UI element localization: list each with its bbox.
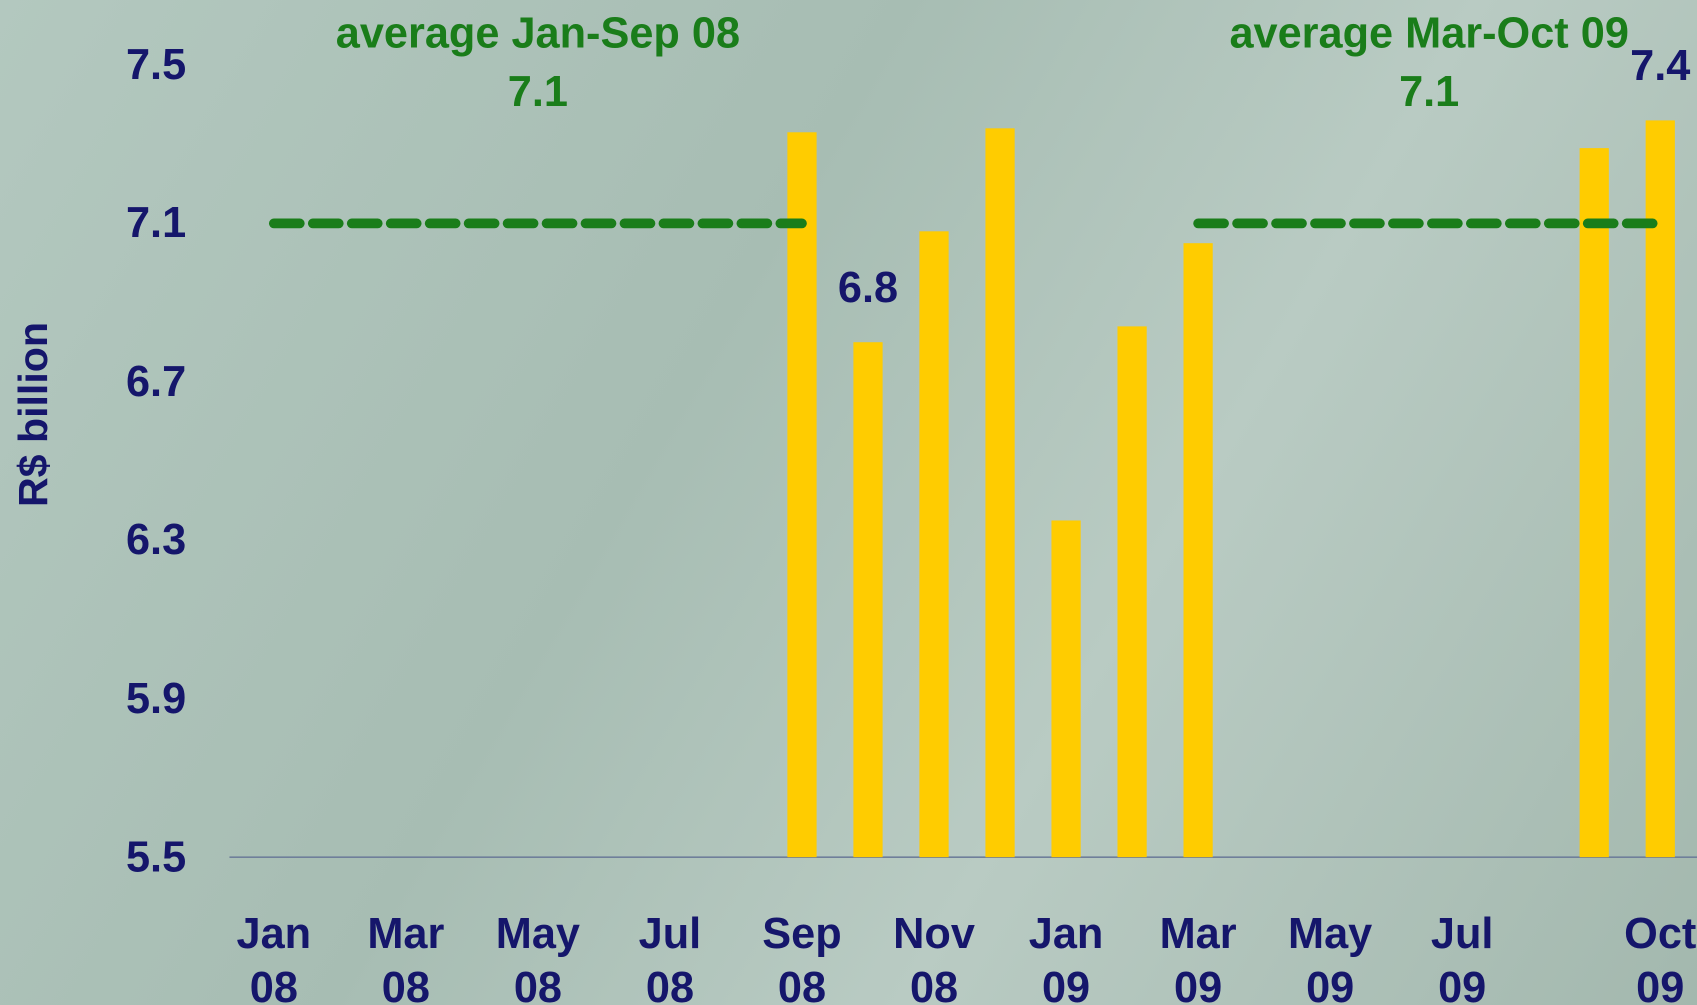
x-tick-label: Jan 09 <box>1028 910 1104 1005</box>
x-tick-label: May 08 <box>495 910 581 1005</box>
bar <box>1645 120 1675 858</box>
bar <box>919 231 949 858</box>
x-tick-label: Nov 08 <box>893 910 975 1005</box>
x-tick-label: Mar 09 <box>1159 910 1237 1005</box>
bar <box>985 128 1015 858</box>
average-label: average Mar-Oct 09 <box>1229 9 1629 58</box>
average-value: 7.1 <box>507 68 568 116</box>
bar <box>1051 520 1081 858</box>
y-tick-label: 7.1 <box>125 199 187 248</box>
bar <box>1183 243 1213 858</box>
y-tick-label: 5.5 <box>125 833 187 881</box>
y-tick-label: 6.3 <box>125 516 187 565</box>
x-tick-label: Sep 08 <box>762 910 842 1005</box>
bar <box>787 132 817 858</box>
value-label: 7.4 <box>1630 42 1691 91</box>
x-tick-label: May 09 <box>1288 910 1373 1005</box>
y-tick-label: 7.5 <box>125 41 187 89</box>
x-tick-label: Mar 08 <box>367 910 445 1005</box>
y-tick-label: 5.9 <box>125 674 187 723</box>
x-tick-label: Jul 08 <box>638 910 702 1005</box>
x-tick-label: Jul 09 <box>1430 910 1494 1005</box>
average-label: average Jan-Sep 08 <box>335 9 741 58</box>
x-tick-label: Jan 08 <box>236 910 312 1005</box>
average-value: 7.1 <box>1399 68 1460 116</box>
value-label: 6.8 <box>837 264 899 312</box>
y-tick-label: 6.7 <box>125 358 187 406</box>
x-tick-label: Oct 09 <box>1624 910 1697 1005</box>
bar <box>1579 148 1609 858</box>
y-axis-label: R$ billion <box>11 321 57 508</box>
bar <box>853 342 883 858</box>
bar <box>1117 326 1147 858</box>
